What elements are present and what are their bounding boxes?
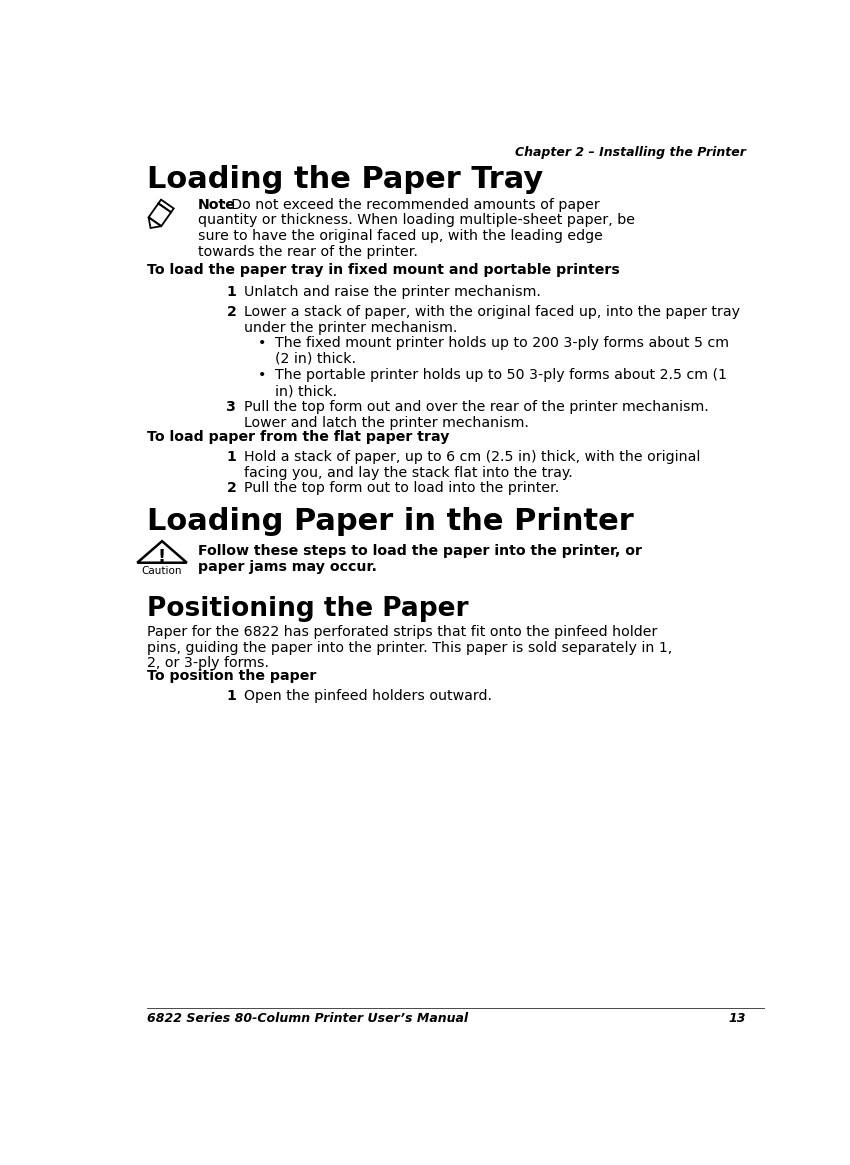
Text: facing you, and lay the stack flat into the tray.: facing you, and lay the stack flat into … (244, 466, 573, 480)
Text: 13: 13 (728, 1012, 745, 1025)
Text: 3: 3 (226, 400, 236, 414)
Text: Loading Paper in the Printer: Loading Paper in the Printer (146, 507, 633, 536)
Text: : Do not exceed the recommended amounts of paper: : Do not exceed the recommended amounts … (223, 198, 600, 212)
Text: 2: 2 (226, 305, 236, 319)
Text: To load the paper tray in fixed mount and portable printers: To load the paper tray in fixed mount an… (146, 263, 620, 277)
Text: Lower and latch the printer mechanism.: Lower and latch the printer mechanism. (244, 416, 529, 430)
Text: Open the pinfeed holders outward.: Open the pinfeed holders outward. (244, 689, 492, 702)
Text: 1: 1 (226, 285, 236, 299)
Text: in) thick.: in) thick. (275, 384, 337, 398)
Text: 2: 2 (226, 481, 236, 495)
Text: Paper for the 6822 has perforated strips that fit onto the pinfeed holder: Paper for the 6822 has perforated strips… (146, 624, 657, 638)
Text: Note: Note (198, 198, 235, 212)
Text: Chapter 2 – Installing the Printer: Chapter 2 – Installing the Printer (515, 146, 745, 158)
Text: (2 in) thick.: (2 in) thick. (275, 352, 356, 366)
Text: To load paper from the flat paper tray: To load paper from the flat paper tray (146, 430, 449, 444)
Text: 6822 Series 80-Column Printer User’s Manual: 6822 Series 80-Column Printer User’s Man… (146, 1012, 468, 1025)
Text: •: • (258, 337, 266, 351)
Text: Pull the top form out and over the rear of the printer mechanism.: Pull the top form out and over the rear … (244, 400, 709, 414)
Text: under the printer mechanism.: under the printer mechanism. (244, 322, 457, 336)
Text: quantity or thickness. When loading multiple-sheet paper, be: quantity or thickness. When loading mult… (198, 213, 635, 227)
Text: 2, or 3-ply forms.: 2, or 3-ply forms. (146, 656, 269, 671)
Text: •: • (258, 368, 266, 382)
Text: paper jams may occur.: paper jams may occur. (198, 560, 377, 574)
Text: Lower a stack of paper, with the original faced up, into the paper tray: Lower a stack of paper, with the origina… (244, 305, 740, 319)
Text: 1: 1 (226, 450, 236, 464)
Text: To position the paper: To position the paper (146, 669, 316, 683)
Text: towards the rear of the printer.: towards the rear of the printer. (198, 245, 417, 259)
Text: Pull the top form out to load into the printer.: Pull the top form out to load into the p… (244, 481, 559, 495)
Text: The portable printer holds up to 50 3-ply forms about 2.5 cm (1: The portable printer holds up to 50 3-pl… (275, 368, 727, 382)
Text: Hold a stack of paper, up to 6 cm (2.5 in) thick, with the original: Hold a stack of paper, up to 6 cm (2.5 i… (244, 450, 700, 464)
Text: !: ! (158, 548, 166, 566)
Text: The fixed mount printer holds up to 200 3-ply forms about 5 cm: The fixed mount printer holds up to 200 … (275, 337, 729, 351)
Text: Loading the Paper Tray: Loading the Paper Tray (146, 165, 543, 195)
Text: Unlatch and raise the printer mechanism.: Unlatch and raise the printer mechanism. (244, 285, 541, 299)
Text: Positioning the Paper: Positioning the Paper (146, 596, 468, 622)
Text: Caution: Caution (142, 566, 182, 576)
Text: pins, guiding the paper into the printer. This paper is sold separately in 1,: pins, guiding the paper into the printer… (146, 641, 672, 655)
Text: Follow these steps to load the paper into the printer, or: Follow these steps to load the paper int… (198, 544, 642, 558)
Text: 1: 1 (226, 689, 236, 702)
Text: sure to have the original faced up, with the leading edge: sure to have the original faced up, with… (198, 230, 603, 243)
